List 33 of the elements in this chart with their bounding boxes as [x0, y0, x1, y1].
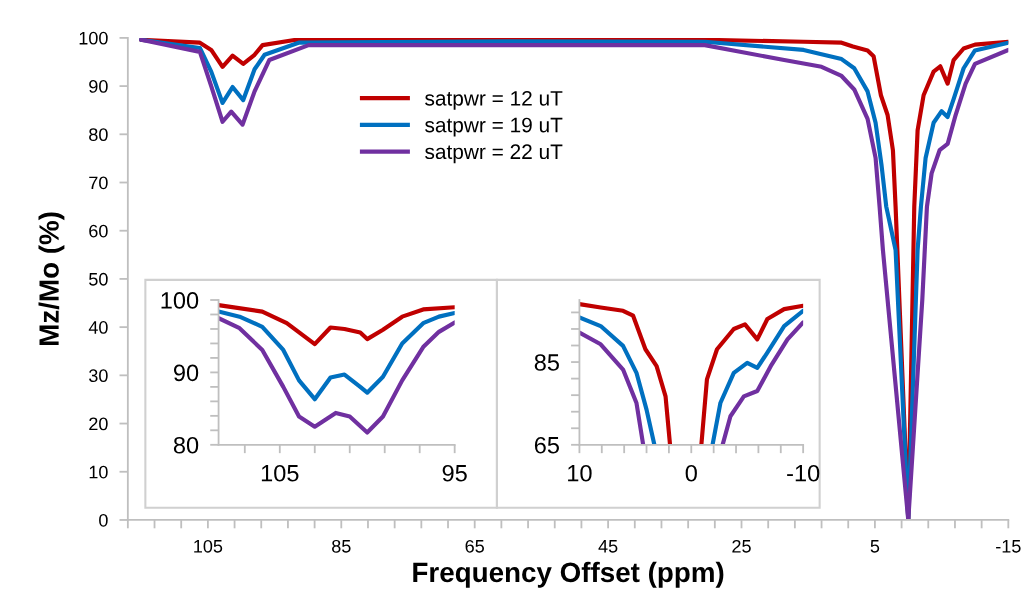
x-tick-label: 5 — [870, 540, 880, 553]
legend-label: satpwr = 22 uT — [425, 144, 563, 164]
legend-label: satpwr = 19 uT — [425, 117, 563, 137]
y-tick-label: 90 — [89, 80, 108, 93]
x-tick-label: -10 — [787, 464, 820, 482]
y-tick-label: 100 — [79, 31, 108, 45]
x-tick-label: 85 — [332, 539, 351, 553]
x-tick-label: 65 — [465, 539, 484, 553]
x-tick-label: 25 — [732, 539, 751, 553]
y-tick-label: 70 — [89, 176, 108, 190]
x-tick-label: 95 — [442, 464, 467, 482]
y-tick-label: 0 — [99, 513, 108, 527]
x-tick-label: 0 — [685, 464, 697, 482]
y-axis-title: Mz/Mo (%) — [38, 212, 65, 345]
y-tick-label: 90 — [173, 364, 199, 382]
y-tick-label: 20 — [89, 417, 108, 431]
y-tick-label: 80 — [173, 436, 199, 454]
x-tick-label: 105 — [261, 464, 299, 482]
x-axis-title: Frequency Offset (ppm) — [413, 561, 724, 588]
line-series — [218, 302, 455, 347]
y-tick-label: 100 — [161, 292, 199, 309]
y-tick-label: 60 — [89, 224, 108, 238]
x-tick-label: 45 — [598, 540, 618, 553]
y-tick-label: 80 — [89, 128, 108, 142]
x-tick-label: 105 — [194, 539, 223, 553]
line-series — [218, 309, 455, 402]
line-series — [218, 316, 455, 435]
y-tick-label: 40 — [88, 321, 108, 334]
y-tick-label: 50 — [89, 272, 108, 286]
x-tick-label: 10 — [568, 464, 592, 482]
x-tick-label: -15 — [996, 540, 1021, 553]
legend-label: satpwr = 12 uT — [425, 90, 563, 110]
y-tick-label: 30 — [89, 369, 108, 383]
